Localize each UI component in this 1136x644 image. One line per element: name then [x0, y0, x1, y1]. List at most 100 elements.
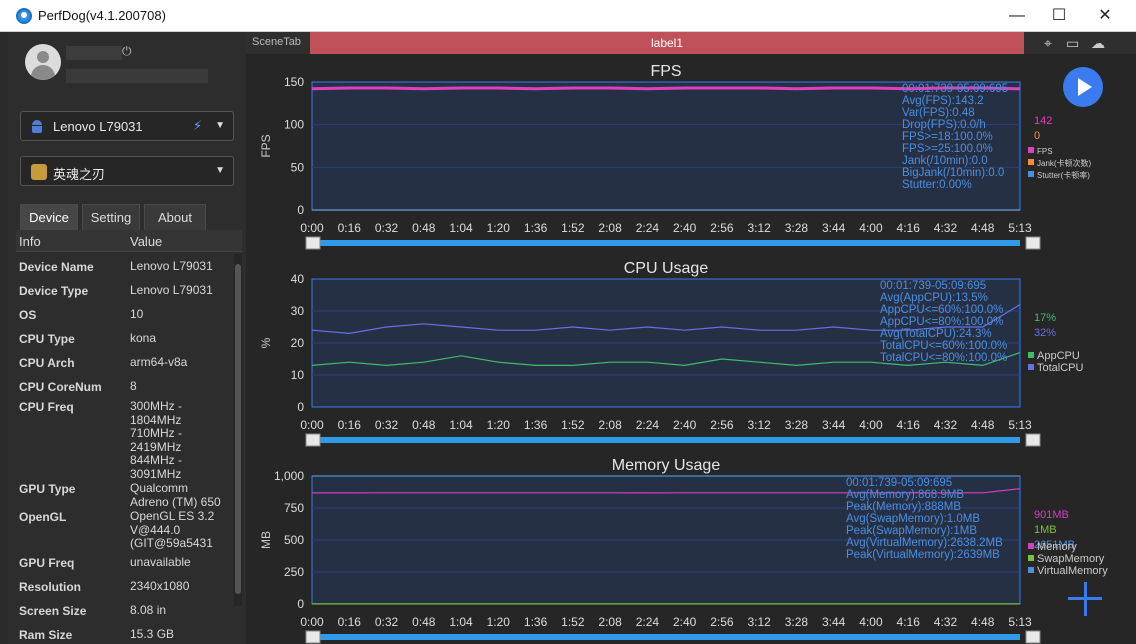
x-tick-label: 1:36: [524, 221, 548, 235]
x-tick-label: 4:48: [971, 221, 995, 235]
stat-line: Drop(FPS):0.0/h: [902, 119, 986, 131]
x-tick-label: 2:08: [598, 418, 622, 432]
left-panel: ⏻ Lenovo L79031 ⚡ ▼ 英魂之刃 ▼ Device Settin…: [8, 32, 246, 644]
y-tick-label: 0: [297, 203, 304, 217]
avatar[interactable]: [25, 44, 61, 80]
x-tick-label: 4:32: [934, 418, 958, 432]
minimize-button[interactable]: —: [1009, 7, 1025, 24]
x-tick-label: 1:52: [561, 418, 585, 432]
time-scrollbar[interactable]: [305, 433, 1041, 447]
x-tick-label: 1:04: [449, 221, 473, 235]
x-tick-label: 2:24: [636, 615, 660, 629]
table-header: Info Value: [16, 230, 242, 252]
play-button[interactable]: [1063, 67, 1103, 107]
x-tick-label: 5:13: [1008, 615, 1032, 629]
series-line: [311, 86, 1021, 91]
device-select[interactable]: Lenovo L79031 ⚡ ▼: [20, 111, 234, 141]
scrollbar-track: [312, 437, 1020, 443]
scene-tab[interactable]: SceneTab: [252, 36, 301, 48]
info-key: CPU Type: [19, 332, 75, 346]
maximize-button[interactable]: ☐: [1051, 7, 1067, 24]
x-tick-label: 2:40: [673, 418, 697, 432]
x-tick-label: 4:32: [934, 221, 958, 235]
x-tick-label: 2:56: [710, 615, 734, 629]
legend-swatch: [1028, 352, 1034, 358]
info-value: kona: [130, 331, 157, 345]
legend-swatch: [1028, 543, 1034, 549]
info-key: Screen Size: [19, 604, 87, 618]
x-tick-label: 1:04: [449, 418, 473, 432]
close-button[interactable]: ✕: [1098, 7, 1112, 24]
series-line: [311, 304, 1021, 335]
stat-line: BigJank(/10min):0.0: [902, 167, 1004, 179]
info-value: OpenGL ES 3.2 V@444.0 (GIT@59a5431: [130, 509, 215, 551]
x-tick-label: 3:28: [785, 418, 809, 432]
scene-bar: SceneTab label1 ⌖ ▭ ☁: [246, 32, 1136, 54]
label-text: label1: [650, 36, 684, 50]
app-select[interactable]: 英魂之刃 ▼: [20, 156, 234, 186]
table-scrollbar[interactable]: [234, 254, 242, 606]
time-scrollbar[interactable]: [305, 630, 1041, 644]
time-scrollbar[interactable]: [305, 236, 1041, 250]
info-value: arm64-v8a: [130, 355, 188, 369]
tab-setting[interactable]: Setting: [82, 204, 140, 230]
stat-line: Peak(SwapMemory):1MB: [846, 525, 977, 537]
legend-swatch: [1028, 147, 1034, 153]
info-key: Ram Size: [19, 628, 73, 642]
usb-connection-icon[interactable]: ⚡: [193, 118, 203, 133]
x-tick-label: 0:16: [338, 615, 362, 629]
label-bar[interactable]: label1: [310, 32, 1024, 54]
add-chart-icon[interactable]: [1068, 582, 1102, 616]
x-tick-label: 5:13: [1008, 221, 1032, 235]
stat-line: TotalCPU<=80%:100.0%: [880, 352, 1007, 364]
tab-about[interactable]: About: [144, 204, 206, 230]
user-info-blurred: [66, 69, 208, 83]
x-tick-label: 3:12: [747, 221, 771, 235]
x-tick-label: 2:56: [710, 221, 734, 235]
x-tick-label: 4:16: [897, 221, 921, 235]
info-value: 8: [130, 379, 137, 393]
x-tick-label: 0:48: [412, 221, 436, 235]
stat-line: Peak(Memory):888MB: [846, 501, 961, 513]
info-value: 10: [130, 307, 144, 321]
legend-swatch: [1028, 555, 1034, 561]
info-key: CPU CoreNum: [19, 380, 102, 394]
info-value: 2340x1080: [130, 579, 190, 593]
x-tick-label: 5:13: [1008, 418, 1032, 432]
y-tick-label: 20: [291, 336, 305, 350]
stat-line: AppCPU<=60%:100.0%: [880, 304, 1003, 316]
x-tick-label: 1:20: [487, 615, 511, 629]
window-title: PerfDog(v4.1.200708): [38, 8, 166, 23]
x-tick-label: 4:32: [934, 615, 958, 629]
stat-line: TotalCPU<=60%:100.0%: [880, 340, 1007, 352]
device-select-label: Lenovo L79031: [53, 119, 143, 134]
y-tick-label: 250: [284, 565, 304, 579]
stat-line: FPS>=18:100.0%: [902, 131, 993, 143]
info-key: Device Name: [19, 260, 94, 274]
scrollbar-handle-left: [305, 433, 321, 447]
x-tick-label: 0:00: [300, 221, 324, 235]
current-value: 901MB: [1034, 509, 1069, 521]
y-tick-label: 750: [284, 501, 304, 515]
x-tick-label: 2:40: [673, 615, 697, 629]
cloud-icon[interactable]: ☁: [1091, 35, 1105, 51]
chevron-down-icon: ▼: [215, 165, 225, 176]
x-tick-label: 0:16: [338, 221, 362, 235]
power-icon[interactable]: ⏻: [122, 44, 132, 58]
x-tick-label: 4:00: [859, 615, 883, 629]
x-tick-label: 4:48: [971, 615, 995, 629]
stat-line: 00:01:739-05:09:695: [880, 280, 986, 292]
y-axis-label: %: [259, 337, 273, 348]
current-value: 1MB: [1034, 524, 1057, 536]
folder-icon[interactable]: ▭: [1066, 35, 1080, 51]
x-tick-label: 3:12: [747, 418, 771, 432]
tab-device[interactable]: Device: [20, 204, 78, 230]
x-tick-label: 4:16: [897, 615, 921, 629]
current-value: 2651MB: [1034, 539, 1075, 551]
chart-2: Memory Usage MB 0 250 500 750 1,000 0:00 0:16 0:3…: [259, 457, 1108, 644]
x-tick-label: 0:48: [412, 418, 436, 432]
legend-label: TotalCPU: [1037, 362, 1084, 374]
x-tick-label: 1:20: [487, 418, 511, 432]
location-pin-icon[interactable]: ⌖: [1044, 35, 1052, 51]
